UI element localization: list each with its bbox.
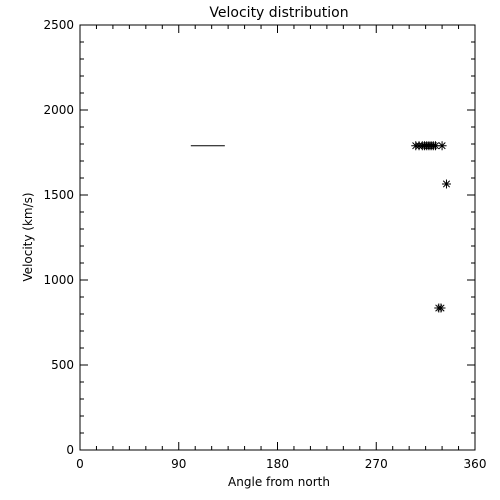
data-point bbox=[437, 141, 447, 151]
axis-ticks bbox=[79, 24, 476, 451]
x-tick-label: 0 bbox=[76, 457, 84, 471]
y-tick-label: 2500 bbox=[43, 18, 74, 32]
y-tick-label: 1000 bbox=[43, 273, 74, 287]
y-axis-label: Velocity (km/s) bbox=[21, 192, 35, 281]
data-point bbox=[431, 141, 440, 151]
y-tick-label: 500 bbox=[51, 358, 74, 372]
data-point bbox=[436, 303, 446, 313]
x-tick-label: 180 bbox=[266, 457, 289, 471]
data-marks bbox=[190, 141, 451, 313]
y-tick-label: 0 bbox=[66, 443, 74, 457]
y-tick-label: 2000 bbox=[43, 103, 74, 117]
chart-title: Velocity distribution bbox=[209, 5, 348, 21]
axis-tick-labels: 0 90 180 270 360 0 500 1000 1500 2000 2500 bbox=[43, 18, 486, 471]
x-axis-label: Angle from north bbox=[228, 475, 330, 489]
x-tick-label: 90 bbox=[171, 457, 186, 471]
data-point bbox=[441, 179, 451, 189]
x-tick-label: 360 bbox=[464, 457, 487, 471]
x-tick-label: 270 bbox=[365, 457, 388, 471]
y-tick-label: 1500 bbox=[43, 188, 74, 202]
